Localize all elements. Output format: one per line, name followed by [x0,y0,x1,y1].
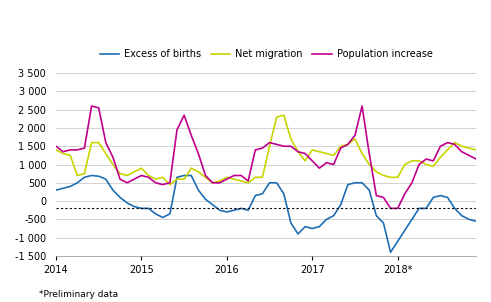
Net migration [160,175,165,179]
Legend: Excess of births, Net migration, Population increase: Excess of births, Net migration, Populat… [96,45,436,63]
Net migration [202,175,208,179]
Text: *Preliminary data: *Preliminary data [39,290,118,299]
Population increase [387,207,393,210]
Population increase [324,161,329,165]
Population increase [88,104,94,108]
Net migration [473,148,479,152]
Line: Excess of births: Excess of births [56,175,476,252]
Net migration [167,183,173,186]
Net migration [330,153,336,157]
Line: Net migration: Net migration [56,115,476,185]
Excess of births [88,174,94,177]
Population increase [167,181,173,185]
Net migration [281,113,287,117]
Excess of births [195,188,201,192]
Population increase [202,174,208,177]
Excess of births [202,198,208,201]
Net migration [124,174,130,177]
Excess of births [387,250,393,254]
Population increase [195,152,201,155]
Excess of births [167,212,173,216]
Net migration [195,170,201,174]
Population increase [53,144,59,148]
Excess of births [473,219,479,223]
Population increase [131,177,137,181]
Net migration [181,177,187,181]
Excess of births [131,205,137,208]
Excess of births [53,188,59,192]
Population increase [181,113,187,117]
Excess of births [181,174,187,177]
Line: Population increase: Population increase [56,106,476,208]
Net migration [53,148,59,152]
Excess of births [324,217,329,221]
Population increase [473,157,479,161]
